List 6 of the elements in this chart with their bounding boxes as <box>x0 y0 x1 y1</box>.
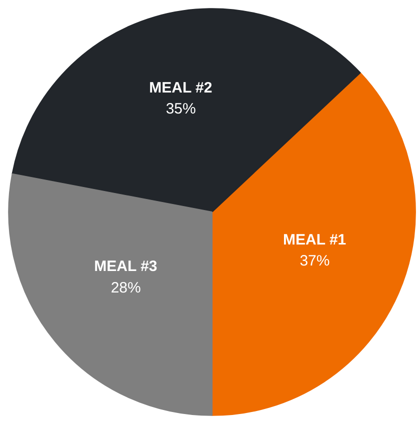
slice-label: MEAL #2 <box>149 79 212 96</box>
slice-label: MEAL #3 <box>94 258 158 276</box>
data-label: 28% <box>110 279 141 296</box>
data-label: 35% <box>166 100 196 118</box>
slice-label: MEAL #1 <box>283 231 346 248</box>
data-label: 37% <box>300 252 330 270</box>
